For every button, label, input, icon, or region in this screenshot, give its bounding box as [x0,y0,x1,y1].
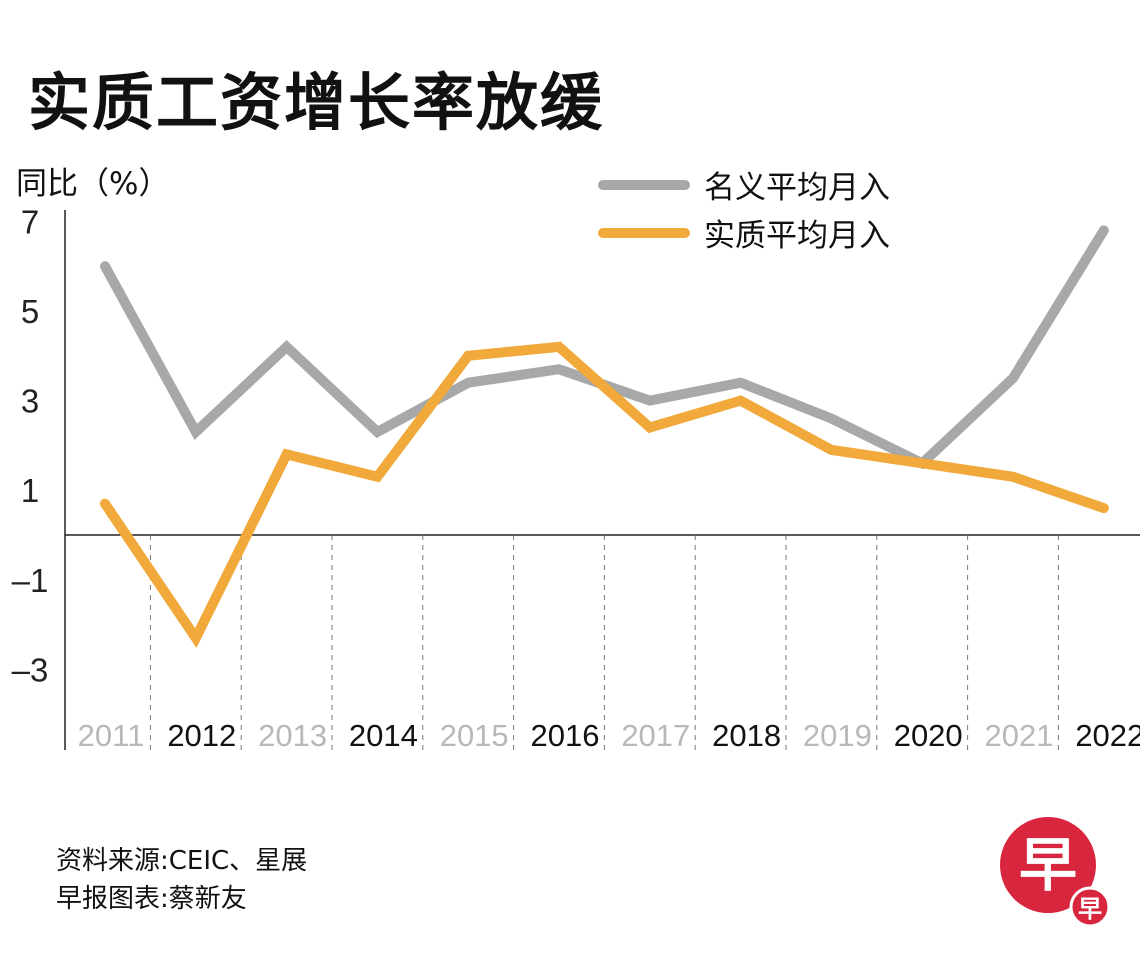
zaobao-logo: 早 早 [1000,817,1111,928]
source-note: 资料来源:CEIC、星展 早报图表:蔡新友 [56,842,307,918]
x-tick-label: 2014 [349,718,418,753]
series-line-real [100,341,1109,648]
credit-line: 早报图表:蔡新友 [56,884,247,914]
x-tick-label: 2013 [258,718,327,753]
series-line-nominal [100,225,1109,470]
source-line: 资料来源:CEIC、星展 [56,846,308,876]
legend-item-nominal: 名义平均月入 [598,162,890,207]
svg-text:早: 早 [1019,831,1077,899]
x-tick-label: 2011 [78,718,145,753]
y-axis-label: 同比（%） [16,166,170,202]
y-tick-label: 3 [21,383,39,420]
x-tick-label: 2017 [621,718,690,753]
y-tick-label: –1 [12,562,49,599]
line-chart: 7 5 3 1 –1 –3 2011 2012 2013 2014 2015 2016 2017 2018… [12,203,1140,753]
x-tick-label: 2022 [1075,718,1140,753]
svg-text:早: 早 [1078,895,1102,923]
legend-swatch-real [598,227,690,238]
chart-title: 实质工资增长率放缓 [28,66,605,139]
y-tick-label: 7 [21,203,39,240]
x-tick-label: 2016 [531,718,600,753]
y-tick-label: –3 [12,651,49,688]
x-tick-label: 2019 [803,718,872,753]
x-tick-label: 2021 [985,718,1054,753]
legend-swatch-nominal [598,179,690,190]
legend-label-nominal: 名义平均月入 [704,170,890,206]
y-tick-label: 1 [21,472,39,509]
x-tick-label: 2012 [167,718,236,753]
y-tick-label: 5 [21,293,39,330]
x-tick-label: 2018 [712,718,781,753]
legend-label-real: 实质平均月入 [704,218,890,254]
legend-item-real: 实质平均月入 [598,210,890,255]
x-tick-label: 2015 [440,718,509,753]
x-tick-label: 2020 [894,718,963,753]
